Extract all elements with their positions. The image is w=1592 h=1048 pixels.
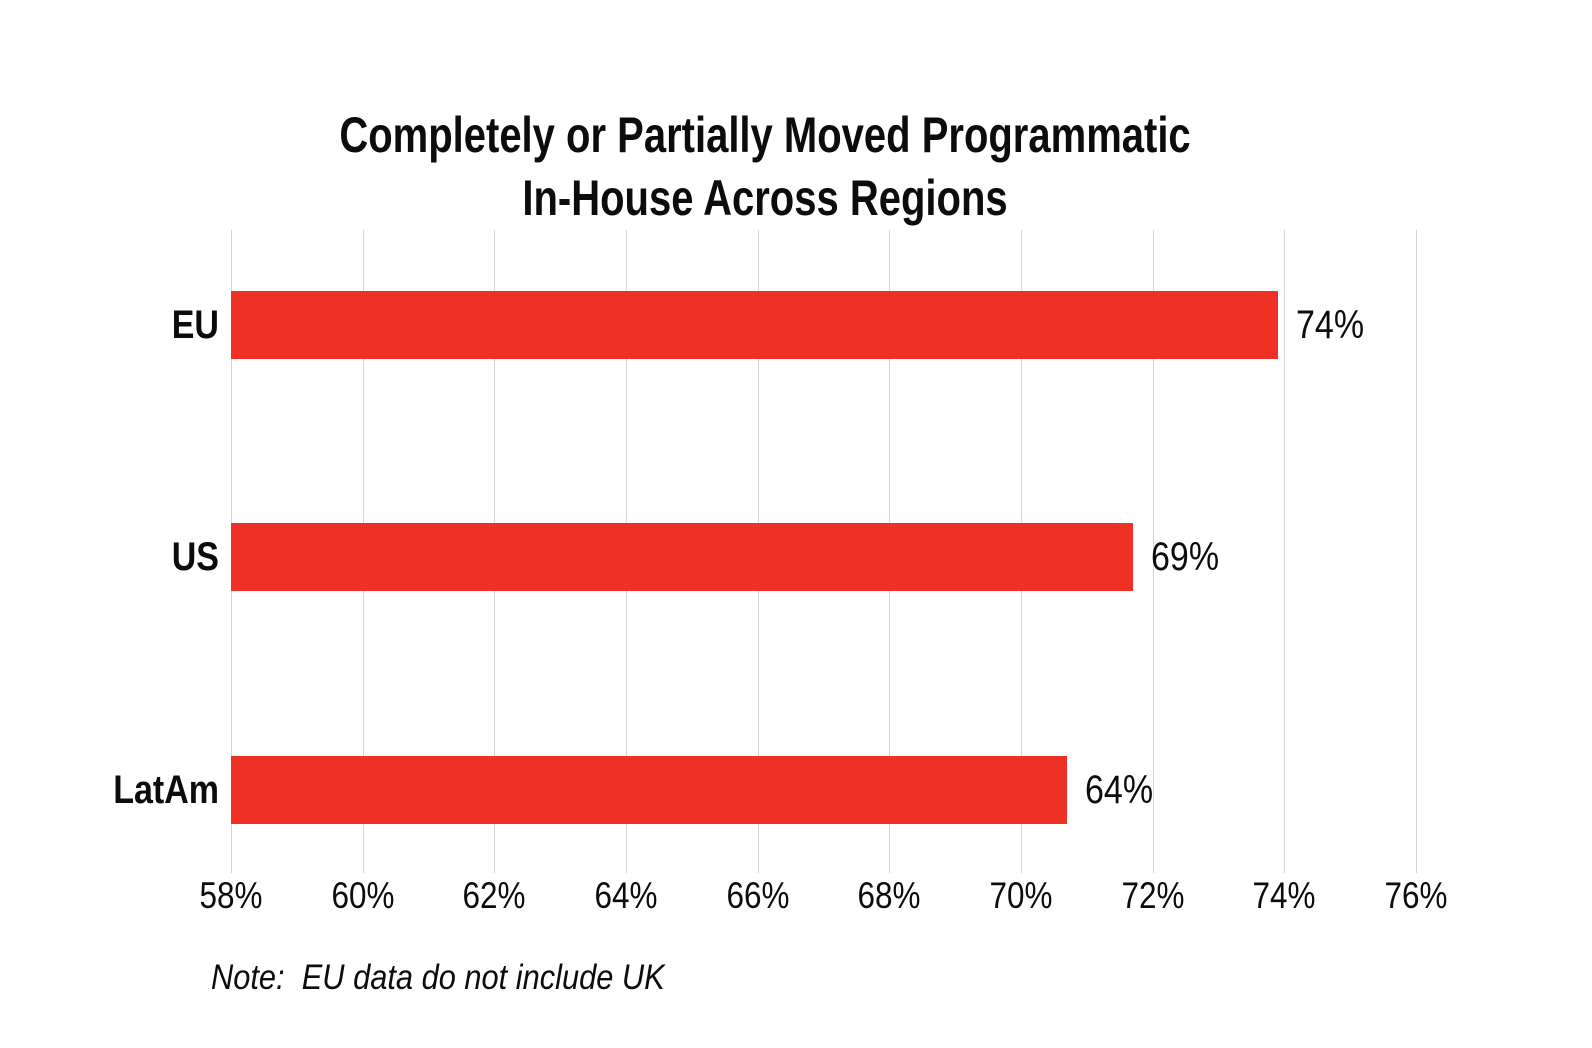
x-tick-label-70: 70% (989, 875, 1053, 916)
x-tick-label-76: 76% (1384, 875, 1448, 916)
gridline-76 (1416, 230, 1417, 873)
category-label-eu: EU (171, 303, 219, 347)
value-label-latam: 64% (1085, 768, 1154, 812)
x-tick-label-68: 68% (857, 875, 921, 916)
chart-note: Note: EU data do not include UK (211, 958, 665, 997)
chart-title: Completely or Partially Moved Programmat… (153, 104, 1377, 230)
value-label-eu: 74% (1296, 303, 1365, 347)
bar-us (231, 523, 1133, 591)
chart-title-line-2: In-House Across Regions (522, 170, 1008, 226)
chart-title-line-1: Completely or Partially Moved Programmat… (339, 107, 1191, 163)
x-tick-label-64: 64% (594, 875, 658, 916)
bar-latam (231, 756, 1067, 824)
gridline-72 (1153, 230, 1154, 873)
gridline-74 (1284, 230, 1285, 873)
x-tick-label-58: 58% (199, 875, 263, 916)
x-tick-label-60: 60% (331, 875, 395, 916)
x-tick-label-66: 66% (726, 875, 790, 916)
value-label-us: 69% (1151, 535, 1220, 579)
x-tick-label-72: 72% (1121, 875, 1185, 916)
x-tick-label-62: 62% (462, 875, 526, 916)
x-tick-label-74: 74% (1252, 875, 1316, 916)
bar-eu (231, 291, 1278, 359)
category-label-latam: LatAm (113, 768, 219, 812)
category-label-us: US (171, 535, 219, 579)
